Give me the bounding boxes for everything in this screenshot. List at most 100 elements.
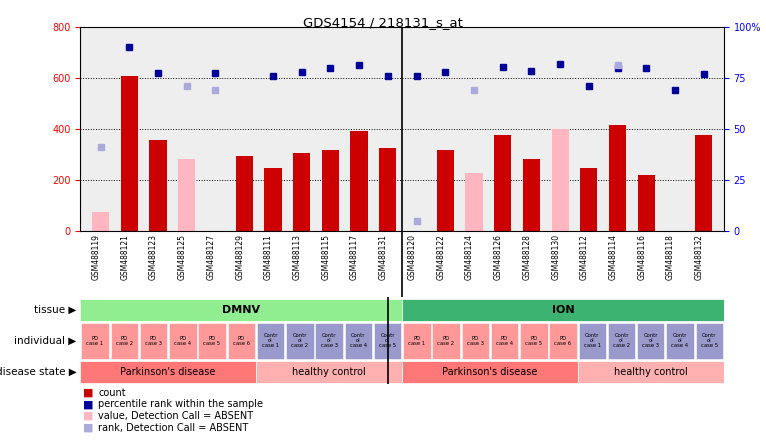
Bar xyxy=(491,323,519,359)
Bar xyxy=(236,155,253,231)
Text: ■: ■ xyxy=(83,423,93,432)
Text: Contr
ol
case 5: Contr ol case 5 xyxy=(379,333,396,349)
Bar xyxy=(92,212,109,231)
Text: GSM488131: GSM488131 xyxy=(379,234,388,280)
Text: Parkinson's disease: Parkinson's disease xyxy=(120,367,216,377)
Text: GSM488125: GSM488125 xyxy=(178,234,187,280)
Text: DMNV: DMNV xyxy=(222,305,260,315)
Bar xyxy=(121,76,138,231)
Text: PD
case 1: PD case 1 xyxy=(87,336,103,346)
Bar xyxy=(402,299,724,321)
Text: PD
case 4: PD case 4 xyxy=(174,336,192,346)
Text: GSM488124: GSM488124 xyxy=(465,234,474,280)
Text: PD
case 5: PD case 5 xyxy=(204,336,221,346)
Bar xyxy=(374,323,401,359)
Bar xyxy=(379,148,397,231)
Text: Contr
ol
case 3: Contr ol case 3 xyxy=(642,333,660,349)
Text: count: count xyxy=(98,388,126,398)
Bar xyxy=(264,167,282,231)
Bar xyxy=(140,323,167,359)
Text: GSM488128: GSM488128 xyxy=(522,234,532,280)
Text: ■: ■ xyxy=(83,411,93,421)
Text: ION: ION xyxy=(552,305,574,315)
Bar xyxy=(198,323,226,359)
Bar xyxy=(462,323,489,359)
Bar xyxy=(549,323,577,359)
Text: PD
case 6: PD case 6 xyxy=(233,336,250,346)
Text: Contr
ol
case 1: Contr ol case 1 xyxy=(584,333,601,349)
Bar xyxy=(169,323,197,359)
Text: individual ▶: individual ▶ xyxy=(15,336,77,346)
Text: PD
case 2: PD case 2 xyxy=(116,336,133,346)
Text: Contr
ol
case 2: Contr ol case 2 xyxy=(291,333,309,349)
Bar xyxy=(638,175,655,231)
Bar xyxy=(578,323,606,359)
Text: GSM488130: GSM488130 xyxy=(552,234,560,280)
Bar xyxy=(437,151,453,231)
Text: GSM488123: GSM488123 xyxy=(149,234,158,280)
Text: GSM488129: GSM488129 xyxy=(235,234,244,280)
Bar xyxy=(520,323,548,359)
Text: PD
case 1: PD case 1 xyxy=(408,336,425,346)
Bar xyxy=(578,361,724,383)
Text: value, Detection Call = ABSENT: value, Detection Call = ABSENT xyxy=(98,411,254,421)
Bar xyxy=(522,159,540,231)
Bar xyxy=(696,323,723,359)
Text: Contr
ol
case 4: Contr ol case 4 xyxy=(672,333,689,349)
Text: GSM488114: GSM488114 xyxy=(609,234,617,280)
Text: healthy control: healthy control xyxy=(292,367,366,377)
Bar xyxy=(110,323,138,359)
Bar xyxy=(637,323,664,359)
Text: Contr
ol
case 3: Contr ol case 3 xyxy=(320,333,338,349)
Bar xyxy=(494,135,512,231)
Text: GSM488116: GSM488116 xyxy=(637,234,647,280)
Text: PD
case 5: PD case 5 xyxy=(525,336,542,346)
Bar xyxy=(286,323,313,359)
Text: GSM488111: GSM488111 xyxy=(264,234,273,280)
Bar xyxy=(345,323,372,359)
Text: GSM488112: GSM488112 xyxy=(580,234,589,280)
Text: Contr
ol
case 1: Contr ol case 1 xyxy=(262,333,279,349)
Bar xyxy=(178,159,195,231)
Bar xyxy=(293,153,310,231)
Text: rank, Detection Call = ABSENT: rank, Detection Call = ABSENT xyxy=(98,423,248,432)
Text: GSM488121: GSM488121 xyxy=(120,234,129,280)
Bar xyxy=(149,140,167,231)
Bar xyxy=(228,323,255,359)
Bar xyxy=(257,323,284,359)
Text: GSM488113: GSM488113 xyxy=(293,234,302,280)
Text: disease state ▶: disease state ▶ xyxy=(0,367,77,377)
Bar xyxy=(666,323,694,359)
Bar xyxy=(81,323,109,359)
Text: PD
case 4: PD case 4 xyxy=(496,336,513,346)
Bar xyxy=(466,174,483,231)
Text: GSM488120: GSM488120 xyxy=(408,234,417,280)
Text: GSM488122: GSM488122 xyxy=(437,234,445,280)
Bar xyxy=(402,361,578,383)
Text: ■: ■ xyxy=(83,388,93,398)
Bar xyxy=(80,299,402,321)
Bar xyxy=(403,323,430,359)
Bar xyxy=(316,323,342,359)
Text: PD
case 3: PD case 3 xyxy=(145,336,162,346)
Text: PD
case 3: PD case 3 xyxy=(466,336,484,346)
Bar xyxy=(696,135,712,231)
Text: GDS4154 / 218131_s_at: GDS4154 / 218131_s_at xyxy=(303,16,463,28)
Text: tissue ▶: tissue ▶ xyxy=(34,305,77,315)
Bar xyxy=(322,151,339,231)
Bar xyxy=(351,131,368,231)
Bar xyxy=(609,125,627,231)
Text: Contr
ol
case 5: Contr ol case 5 xyxy=(701,333,718,349)
Text: healthy control: healthy control xyxy=(614,367,688,377)
Text: percentile rank within the sample: percentile rank within the sample xyxy=(98,400,263,409)
Text: GSM488126: GSM488126 xyxy=(494,234,502,280)
Text: GSM488127: GSM488127 xyxy=(207,234,215,280)
Bar xyxy=(256,361,402,383)
Bar xyxy=(607,323,635,359)
Bar xyxy=(552,129,568,231)
Text: Contr
ol
case 4: Contr ol case 4 xyxy=(350,333,367,349)
Bar xyxy=(432,323,460,359)
Text: GSM488118: GSM488118 xyxy=(666,234,675,280)
Text: PD
case 2: PD case 2 xyxy=(437,336,454,346)
Text: GSM488117: GSM488117 xyxy=(350,234,359,280)
